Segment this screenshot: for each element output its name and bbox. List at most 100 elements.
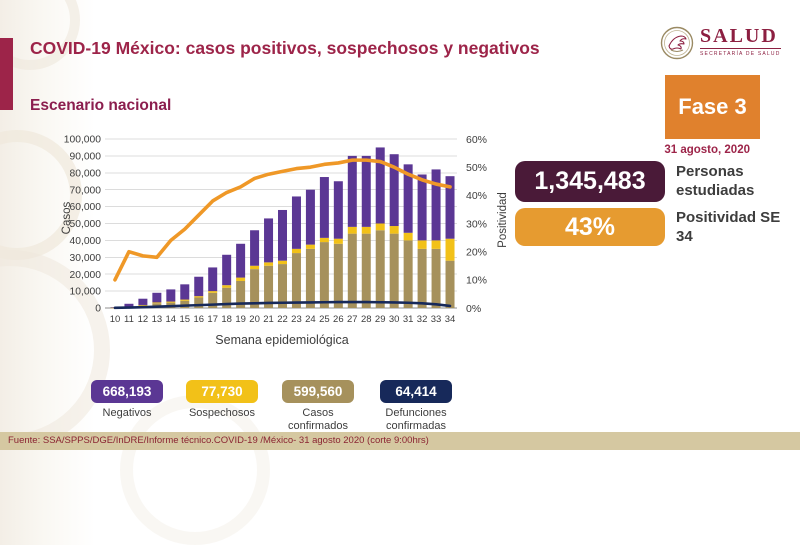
- bar-segment: [166, 289, 176, 302]
- x-tick: 27: [347, 314, 358, 325]
- bar-segment: [208, 291, 218, 293]
- legend-item-sospechosos: 77,730 Sospechosos: [167, 380, 277, 420]
- bar-segment: [194, 297, 204, 308]
- bar-segment: [264, 265, 274, 308]
- bar-segment: [222, 285, 232, 288]
- bar-segment: [305, 244, 315, 249]
- x-tick: 29: [375, 314, 386, 325]
- header-accent-bar: [0, 38, 13, 110]
- bar-segment: [445, 176, 455, 239]
- bar-segment: [403, 164, 413, 233]
- chart-canvas: 0 10,000 20,000 30,000 40,000 50,000 60,000 70,…: [64, 134, 487, 325]
- line-defunciones-confirmadas: [113, 300, 452, 310]
- bar-segment: [138, 298, 148, 305]
- bar-segment: [417, 240, 427, 249]
- bar-segment: [333, 181, 343, 239]
- y-tick-left: 40,000: [70, 236, 102, 247]
- bar-segment: [403, 240, 413, 308]
- bar-segment: [236, 280, 246, 308]
- x-tick: 25: [319, 314, 330, 325]
- legend-badge-label-1: Sospechosos: [188, 407, 256, 419]
- bar-segment: [403, 232, 413, 241]
- bar-segment: [291, 196, 301, 249]
- bar-segment: [180, 284, 190, 300]
- bar-segment: [264, 218, 274, 263]
- bar-segment: [375, 147, 385, 224]
- x-tick: 20: [249, 314, 260, 325]
- salud-logo: SALUD SECRETARÍA DE SALUD: [660, 25, 790, 67]
- bar-segment: [361, 233, 371, 308]
- bar-segment: [389, 154, 399, 227]
- bar-segment: [305, 248, 315, 308]
- legend-badge-label-2: Casos confirmados: [288, 407, 348, 432]
- legend-item-negativos: 668,193 Negativos: [72, 380, 182, 420]
- bar-segment: [431, 240, 441, 249]
- y-tick-right: 60%: [466, 134, 487, 146]
- y-tick-right: 10%: [466, 275, 487, 287]
- salud-wordmark: SALUD: [700, 25, 778, 47]
- salud-wordmark-sub: SECRETARÍA DE SALUD: [700, 48, 781, 57]
- bar-segment: [236, 243, 246, 278]
- y-tick-right: 50%: [466, 162, 487, 174]
- y-tick-right: 30%: [466, 218, 487, 230]
- bar-segment: [445, 238, 455, 261]
- x-tick: 11: [124, 314, 134, 325]
- x-tick: 26: [333, 314, 344, 325]
- bar-segment: [250, 265, 260, 270]
- bar-segment: [291, 253, 301, 308]
- x-tick: 10: [110, 314, 121, 325]
- footer-bar: Fuente: SSA/SPPS/DGE/InDRE/Informe técni…: [0, 432, 800, 450]
- bar-segment: [319, 237, 329, 243]
- x-tick: 23: [291, 314, 302, 325]
- phase-badge: Fase 3: [665, 75, 760, 139]
- x-tick: 32: [417, 314, 428, 325]
- bar-segment: [222, 287, 232, 308]
- bar-segment: [417, 174, 427, 241]
- legend-badge-value-1: 77,730: [186, 380, 258, 403]
- y-tick-left: 70,000: [70, 185, 102, 196]
- bar-segment: [278, 264, 287, 308]
- x-tick: 19: [235, 314, 246, 325]
- bar-segment: [375, 230, 385, 308]
- bar-segment: [445, 260, 455, 308]
- y-tick-left: 90,000: [70, 152, 102, 163]
- x-tick: 14: [166, 314, 177, 325]
- x-tick: 17: [207, 314, 218, 325]
- bar-segment: [124, 303, 134, 307]
- bar-segment: [347, 233, 357, 308]
- bar-segment: [431, 169, 441, 241]
- y-tick-left: 10,000: [70, 287, 102, 298]
- y-tick-left: 80,000: [70, 168, 102, 179]
- y-tick-left: 100,000: [64, 135, 101, 146]
- y-axis-title-right: Positividad: [497, 192, 509, 248]
- bar-segment: [305, 189, 315, 245]
- series-sospechosos: [110, 223, 455, 309]
- bar-segment: [347, 226, 357, 234]
- bar-segment: [264, 262, 274, 266]
- bar-segment: [236, 277, 246, 281]
- stat-badge-positividad: 43%: [515, 208, 665, 246]
- bar-segment: [250, 230, 260, 266]
- y-tick-right: 0%: [466, 303, 481, 315]
- bar-segment: [389, 233, 399, 308]
- y-tick-right: 40%: [466, 190, 487, 202]
- bar-segment: [361, 226, 371, 234]
- y-tick-left: 20,000: [70, 270, 102, 281]
- stat-label-positividad: Positividad SE 34: [676, 209, 781, 245]
- bar-segment: [319, 177, 329, 238]
- x-tick: 33: [431, 314, 442, 325]
- bar-segment: [319, 242, 329, 308]
- salud-wordmark-box: SALUD SECRETARÍA DE SALUD: [700, 25, 781, 57]
- bar-segment: [180, 299, 190, 301]
- y-tick-left: 0: [95, 304, 101, 315]
- series-casos-confirmados: [110, 230, 455, 309]
- legend-item-casos-confirmados: 599,560 Casos confirmados: [263, 380, 373, 432]
- line-positividad: [113, 158, 452, 282]
- x-tick: 13: [152, 314, 163, 325]
- bar-segment: [375, 223, 385, 231]
- bar-segment: [166, 301, 176, 303]
- x-tick: 16: [193, 314, 204, 325]
- legend-badge-value-2: 599,560: [282, 380, 354, 403]
- y-tick-left: 60,000: [70, 202, 102, 213]
- stat-label-personas-estudiadas: Personas estudiadas: [676, 163, 755, 199]
